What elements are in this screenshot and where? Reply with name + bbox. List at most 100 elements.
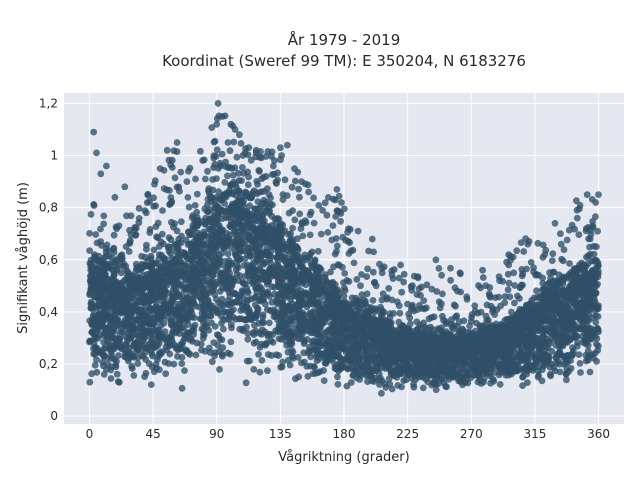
data-point (219, 236, 226, 244)
data-point (592, 318, 600, 326)
data-point (431, 377, 439, 385)
data-point (265, 319, 273, 327)
data-point (258, 340, 265, 348)
data-point (550, 364, 558, 371)
data-point (200, 319, 207, 327)
data-point (251, 205, 258, 213)
data-point (575, 351, 583, 358)
data-point (227, 218, 235, 226)
data-point (108, 352, 116, 359)
data-point (179, 269, 187, 277)
data-point (585, 311, 593, 318)
data-point (115, 335, 123, 343)
data-point (569, 344, 576, 351)
data-point (205, 344, 213, 352)
data-point (157, 322, 165, 329)
data-point (538, 313, 545, 321)
chart-subtitle: Koordinat (Sweref 99 TM): E 350204, N 61… (162, 52, 526, 70)
data-point (205, 326, 213, 334)
data-point (137, 316, 145, 324)
data-point (86, 337, 94, 345)
data-point (147, 381, 155, 388)
data-point (193, 339, 201, 347)
data-point (258, 326, 266, 334)
data-point (224, 297, 232, 305)
data-point (334, 336, 342, 344)
data-point (94, 325, 102, 333)
data-point (274, 257, 282, 265)
data-point (236, 325, 244, 333)
data-point (216, 366, 223, 373)
data-point (100, 352, 107, 359)
data-point (320, 377, 328, 384)
data-point (226, 350, 234, 358)
data-point (243, 251, 251, 258)
data-point (556, 368, 564, 376)
data-point (580, 280, 587, 287)
data-point (405, 334, 413, 342)
data-point (285, 327, 293, 335)
data-point (209, 277, 216, 284)
data-point (103, 333, 111, 341)
data-point (174, 346, 182, 354)
data-point (130, 305, 137, 313)
data-point (238, 236, 246, 244)
data-point (108, 325, 116, 333)
data-point (259, 311, 267, 319)
data-point (182, 315, 190, 322)
data-point (270, 306, 278, 314)
data-point (296, 311, 304, 319)
data-point (246, 357, 253, 365)
data-point (577, 369, 584, 376)
data-point (150, 320, 158, 328)
data-point (520, 353, 527, 361)
data-point (574, 339, 581, 346)
data-point (188, 265, 196, 273)
data-point (275, 237, 282, 244)
data-point (145, 298, 153, 306)
data-point (127, 284, 135, 292)
data-point (514, 335, 521, 342)
data-point (93, 368, 101, 376)
data-point (114, 378, 122, 386)
data-point (161, 293, 169, 301)
data-point (144, 276, 152, 284)
data-point (239, 294, 247, 301)
data-point (208, 319, 215, 327)
data-point (259, 212, 267, 220)
data-point (568, 352, 576, 359)
data-point (304, 349, 312, 357)
data-point (313, 339, 321, 347)
data-point (107, 309, 114, 317)
data-point (529, 363, 536, 370)
data-point (255, 350, 262, 358)
data-point (209, 223, 217, 231)
data-point (324, 357, 331, 365)
data-points (86, 100, 602, 397)
data-point (246, 277, 254, 285)
data-point (589, 273, 597, 280)
data-point (496, 381, 504, 388)
data-point (363, 372, 370, 380)
data-point (110, 273, 117, 281)
data-point (487, 379, 494, 387)
data-point (165, 360, 173, 367)
data-point (141, 373, 149, 380)
data-point (181, 367, 188, 374)
data-point (541, 326, 549, 334)
data-point (318, 284, 325, 291)
data-point (188, 247, 196, 254)
data-point (319, 352, 326, 360)
data-point (445, 346, 452, 354)
data-point (250, 366, 258, 373)
data-point (340, 345, 348, 353)
data-point (397, 364, 405, 371)
data-point (555, 360, 563, 368)
data-point (169, 279, 176, 286)
data-point (189, 300, 197, 308)
data-point (268, 272, 276, 280)
data-point (320, 367, 327, 374)
data-point (559, 342, 567, 350)
data-point (578, 314, 586, 322)
data-point (229, 210, 237, 218)
